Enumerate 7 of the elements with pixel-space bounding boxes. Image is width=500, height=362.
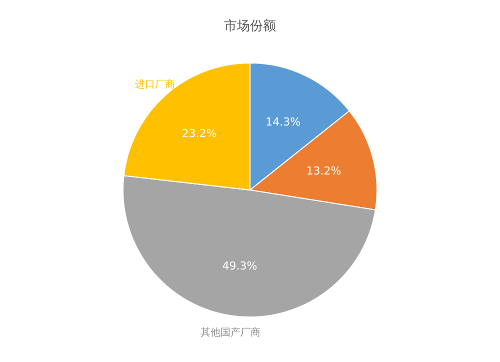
data-label: 49.3% — [222, 260, 258, 273]
slice-label: 进口厂商 — [134, 78, 175, 90]
slice-label: 其他国产厂商 — [200, 326, 261, 339]
data-label: 13.2% — [306, 164, 342, 178]
chart-title: 市场份额 — [224, 19, 276, 34]
data-label: 14.3% — [266, 115, 301, 128]
data-label: 23.2% — [182, 127, 217, 140]
